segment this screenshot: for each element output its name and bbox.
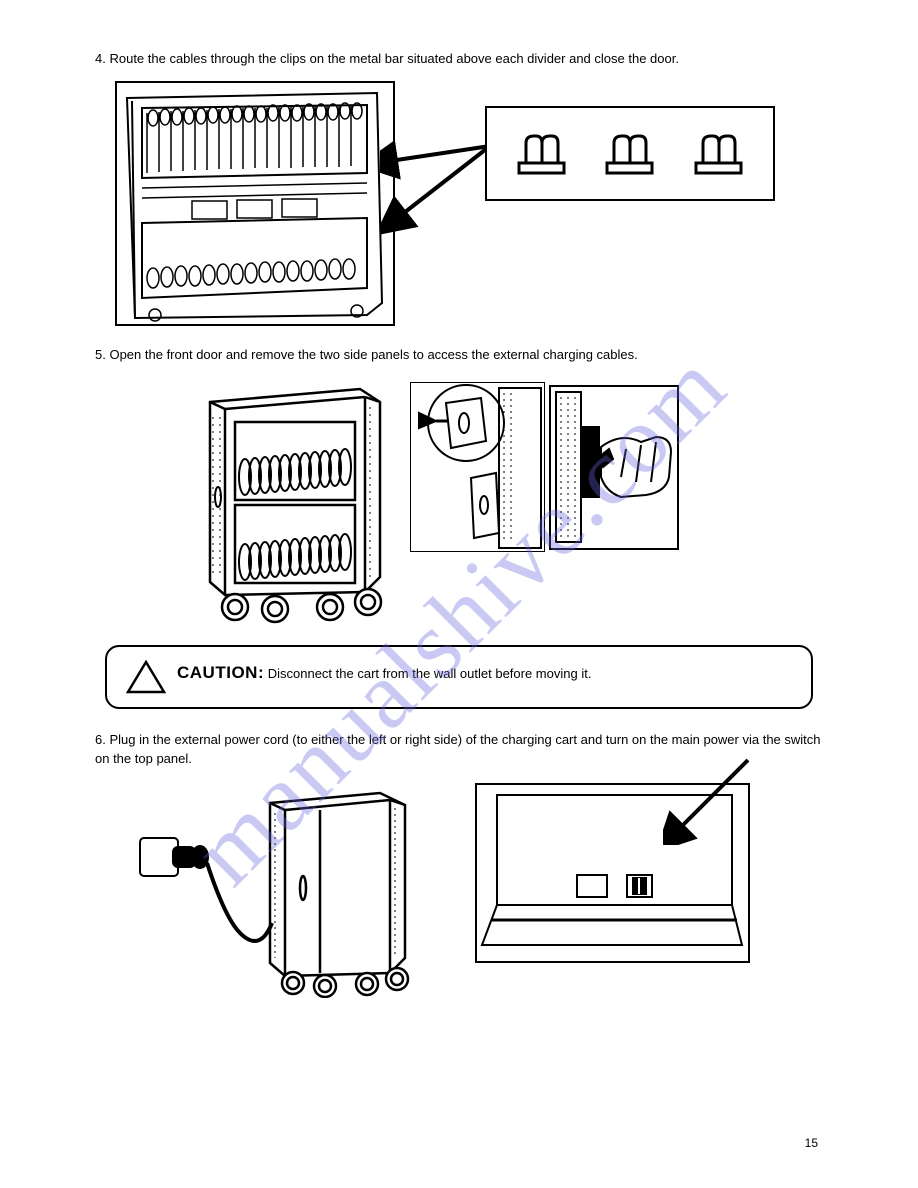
warning-triangle-icon	[125, 659, 167, 695]
callout-arrows-icon	[380, 126, 500, 256]
step-5: 5. Open the front door and remove the tw…	[95, 346, 823, 365]
step-4-text: Route the cables through the clips on th…	[109, 51, 678, 66]
step-5-text: Open the front door and remove the two s…	[109, 347, 637, 362]
step-4: 4. Route the cables through the clips on…	[95, 50, 823, 69]
hand-detail-illustration	[549, 385, 679, 550]
step-4-num: 4.	[95, 51, 106, 66]
caution-label: CAUTION:	[177, 663, 264, 682]
caution-message: Disconnect the cart from the wall outlet…	[268, 666, 592, 681]
cart-plugged-illustration	[125, 783, 425, 998]
switch-detail-illustration	[475, 783, 750, 963]
figure-step-5	[180, 377, 823, 627]
callout-arrow-icon	[663, 755, 753, 845]
caution-content: CAUTION: Disconnect the cart from the wa…	[177, 659, 591, 685]
panel-remove-illustration	[410, 382, 545, 552]
page-content: 4. Route the cables through the clips on…	[0, 0, 918, 1048]
cart-front-illustration	[180, 377, 395, 627]
clips-detail-illustration	[485, 106, 775, 201]
caution-box: CAUTION: Disconnect the cart from the wa…	[105, 645, 813, 709]
step-5-num: 5.	[95, 347, 106, 362]
page-number: 15	[805, 1136, 818, 1150]
figure-step-4	[115, 81, 823, 326]
cart-open-illustration	[115, 81, 395, 326]
figure-step-6	[125, 783, 823, 998]
step-6-num: 6.	[95, 732, 106, 747]
